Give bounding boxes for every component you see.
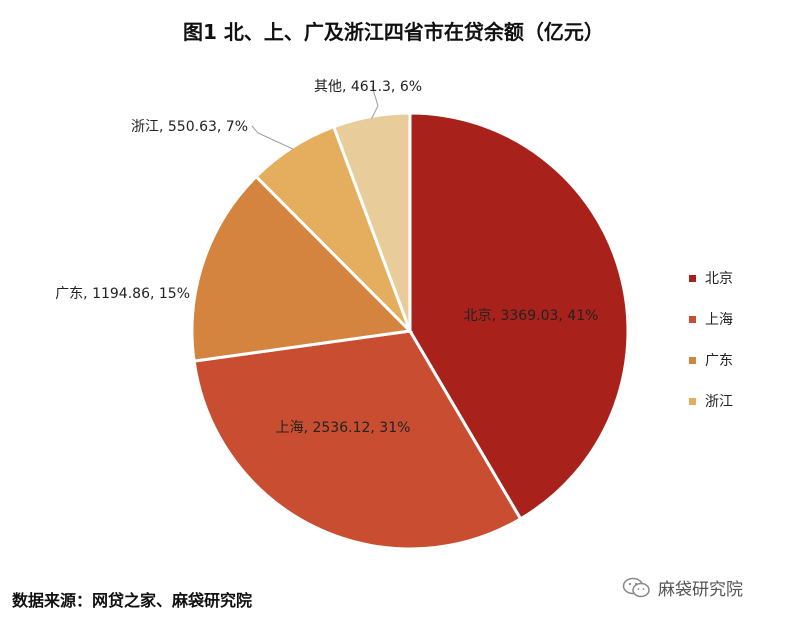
data-label-2: 上海, 2536.12, 31% bbox=[276, 420, 411, 436]
legend: 北京 上海 广东 浙江 bbox=[689, 268, 733, 432]
legend-label: 北京 bbox=[705, 271, 733, 287]
leader-line-4 bbox=[251, 125, 294, 150]
source-note: 数据来源：网贷之家、麻袋研究院 bbox=[12, 591, 253, 610]
pie-slice-5 bbox=[331, 111, 412, 332]
pie-slice-2 bbox=[192, 329, 523, 551]
legend-label: 浙江 bbox=[705, 394, 733, 410]
watermark-text: 麻袋研究院 bbox=[658, 580, 743, 600]
chart-title: 图1 北、上、广及浙江四省市在贷余额（亿元） bbox=[183, 20, 604, 44]
legend-swatch bbox=[689, 274, 696, 282]
data-label-5: 其他, 461.3, 6% bbox=[314, 79, 422, 95]
legend-swatch bbox=[689, 356, 696, 364]
leader-line-5 bbox=[371, 85, 379, 119]
watermark: 麻袋研究院 bbox=[622, 575, 743, 600]
legend-label: 上海 bbox=[705, 312, 733, 328]
legend-swatch bbox=[689, 315, 696, 323]
data-label-3: 广东, 1194.86, 15% bbox=[55, 286, 190, 302]
data-label-1: 北京, 3369.03, 41% bbox=[464, 308, 599, 324]
legend-label: 广东 bbox=[705, 353, 733, 369]
pie-slices bbox=[190, 111, 630, 551]
legend-item: 浙江 bbox=[689, 391, 733, 411]
pie-slice-1 bbox=[408, 111, 630, 521]
legend-item: 北京 bbox=[689, 268, 733, 288]
legend-item: 广东 bbox=[689, 350, 733, 370]
data-label-4: 浙江, 550.63, 7% bbox=[131, 119, 248, 135]
wechat-icon bbox=[622, 577, 650, 597]
leader-lines bbox=[251, 85, 379, 150]
legend-swatch bbox=[689, 397, 696, 405]
data-labels: 北京, 3369.03, 41% 上海, 2536.12, 31% 广东, 1194… bbox=[55, 79, 598, 436]
pie-slice-3 bbox=[190, 174, 414, 363]
legend-item: 上海 bbox=[689, 309, 733, 329]
